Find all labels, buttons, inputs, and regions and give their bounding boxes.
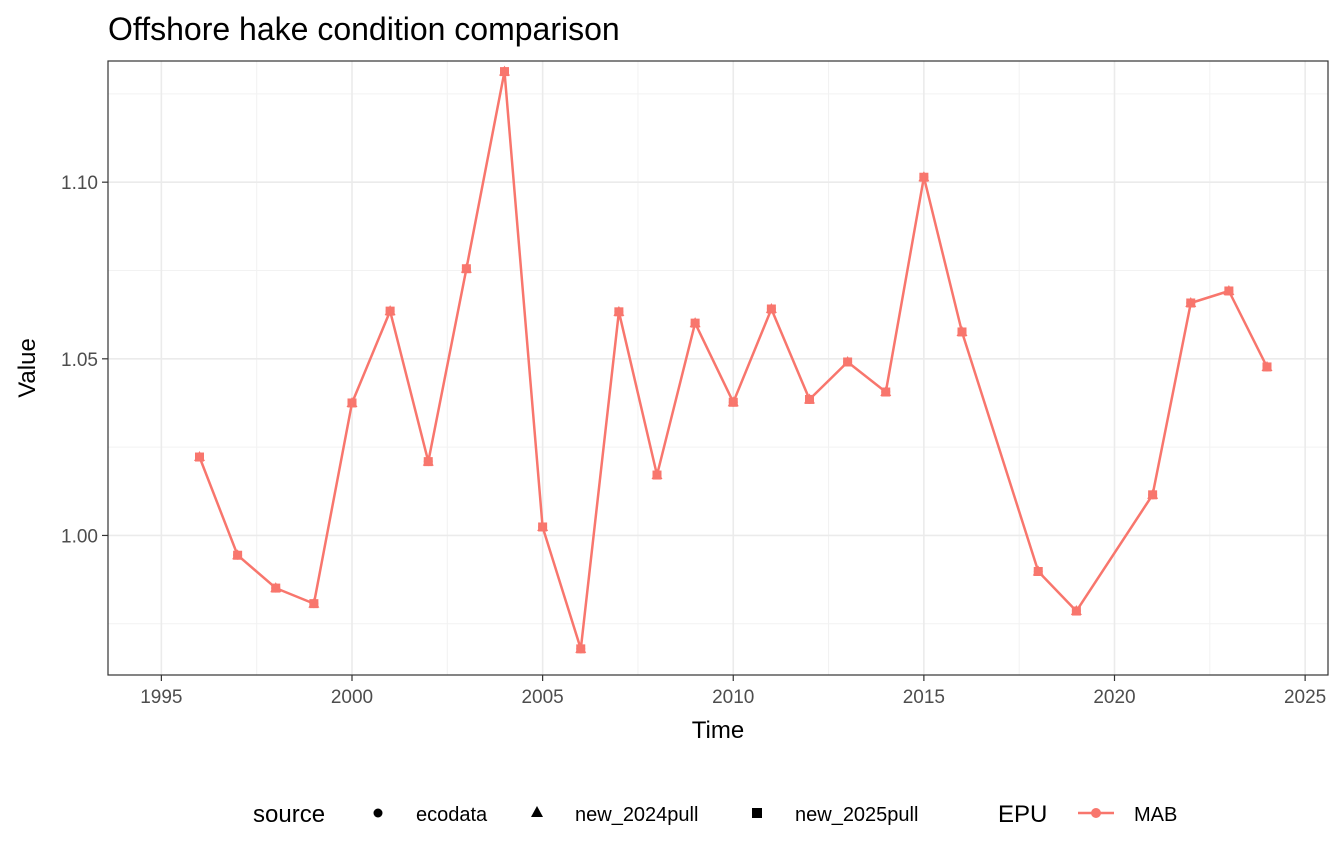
data-point-new-2025pull	[233, 550, 243, 560]
legend-label-new-2024pull: new_2024pull	[575, 804, 698, 826]
data-point-new-2025pull	[690, 318, 700, 328]
data-point-new-2025pull	[652, 470, 662, 480]
x-tick-label: 2025	[1284, 687, 1326, 708]
y-axis-title: Value	[14, 338, 41, 398]
data-point-new-2025pull	[1224, 286, 1234, 296]
data-point-new-2025pull	[1186, 298, 1196, 308]
x-tick-label: 1995	[140, 687, 182, 708]
data-point-new-2025pull	[881, 387, 891, 397]
data-point-new-2025pull	[728, 397, 738, 407]
legend-key-point	[1091, 808, 1101, 818]
legend-key-circle	[373, 808, 383, 818]
data-point-new-2025pull	[576, 644, 586, 654]
data-point-new-2025pull	[347, 398, 357, 408]
data-point-new-2025pull	[461, 264, 471, 274]
data-point-new-2025pull	[1262, 362, 1272, 372]
series-layer	[194, 65, 1273, 654]
data-point-new-2025pull	[614, 307, 624, 317]
x-tick-label: 2005	[521, 687, 563, 708]
data-point-new-2025pull	[919, 172, 929, 182]
y-tick-label: 1.05	[61, 350, 98, 371]
x-tick-label: 2010	[712, 687, 754, 708]
data-point-new-2025pull	[385, 306, 395, 316]
panel-border	[107, 60, 1329, 676]
x-tick-label: 2000	[331, 687, 373, 708]
data-point-new-2025pull	[1071, 606, 1081, 616]
data-point-new-2025pull	[766, 304, 776, 314]
data-point-new-2025pull	[805, 394, 814, 404]
data-point-new-2025pull	[309, 599, 319, 609]
data-point-new-2025pull	[271, 583, 281, 593]
y-tick-label: 1.00	[61, 526, 98, 547]
data-point-new-2025pull	[538, 522, 548, 532]
x-tick-label: 2020	[1093, 687, 1135, 708]
legend-label-ecodata: ecodata	[416, 804, 488, 826]
chart-title: Offshore hake condition comparison	[108, 11, 620, 47]
data-point-new-2025pull	[1148, 490, 1158, 500]
data-point-new-2025pull	[843, 357, 853, 367]
data-point-new-2025pull	[957, 327, 967, 337]
data-point-new-2025pull	[500, 67, 509, 77]
grid-lines	[108, 61, 1328, 675]
data-point-new-2025pull	[195, 452, 204, 462]
data-point-new-2025pull	[423, 457, 433, 467]
x-tick-label: 2015	[903, 687, 945, 708]
legend-title-epu: EPU	[998, 801, 1047, 828]
legend-key-square	[752, 808, 762, 818]
legend-title-source: source	[253, 801, 325, 828]
axis-ticks: 1995 2000 2005 2010 2015 2020 2025 1.00 1.05 1.10	[61, 173, 1326, 708]
y-tick-label: 1.10	[61, 173, 98, 194]
legend-key-triangle	[531, 806, 543, 817]
legend-label-mab: MAB	[1134, 804, 1177, 826]
legend: source ecodata new_2024pull new_2025pull EPU…	[253, 801, 1177, 828]
data-point-new-2025pull	[1033, 566, 1043, 576]
x-axis-title: Time	[692, 717, 744, 744]
legend-label-new-2025pull: new_2025pull	[795, 804, 918, 826]
